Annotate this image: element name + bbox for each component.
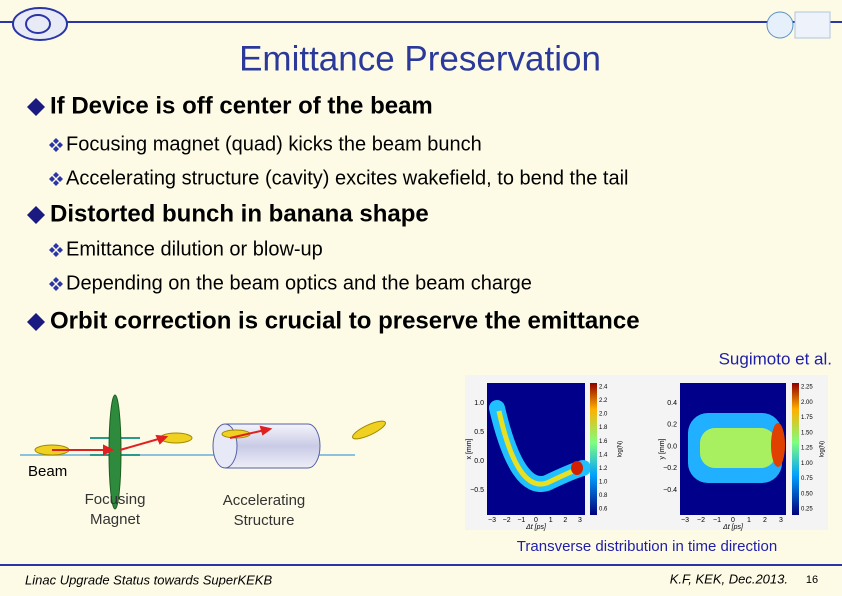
sub-bullet-icon (49, 243, 63, 257)
sub-bullet-leaf (49, 247, 55, 253)
colorbar-label: log(N) (820, 441, 826, 457)
heatmap-peak (571, 461, 583, 475)
x-tick-label: −2 (503, 517, 511, 524)
colorbar-tick-label: 1.4 (599, 452, 608, 458)
sub-bullet-leaf (53, 180, 59, 186)
sub-bullet-text: Focusing magnet (quad) kicks the beam bu… (66, 133, 482, 155)
sub-bullet-leaf (57, 142, 63, 148)
colorbar-tick-label: 2.00 (801, 400, 813, 406)
x-tick-label: 2 (763, 517, 767, 524)
colorbar-tick-label: 1.75 (801, 415, 813, 421)
y-tick-label: 0.4 (667, 400, 677, 407)
credit: Sugimoto et al. (719, 349, 832, 368)
x-axis-label: Δt [ps] (722, 524, 744, 531)
colorbar (590, 383, 597, 515)
bullet-text: Distorted bunch in banana shape (50, 200, 429, 227)
beam-diagram (20, 394, 386, 510)
colorbar-tick-label: 2.4 (599, 385, 608, 391)
bullet-icon (27, 313, 45, 331)
sub-bullet-leaf (57, 281, 63, 287)
bullet-text: If Device is off center of the beam (50, 92, 433, 119)
colorbar (792, 383, 799, 515)
x-tick-label: −1 (713, 517, 721, 524)
y-tick-label: 0.5 (474, 429, 484, 436)
caption: Transverse distribution in time directio… (517, 538, 777, 555)
sub-bullet-leaf (53, 146, 59, 152)
heatmap-core (700, 428, 776, 468)
colorbar-tick-label: 0.25 (801, 507, 813, 513)
x-tick-label: 1 (747, 517, 751, 524)
sub-bullet-leaf (53, 277, 59, 283)
footer-date: K.F, KEK, Dec.2013. (670, 571, 788, 586)
colorbar-tick-label: 1.0 (599, 479, 608, 485)
beam-label: Beam (28, 463, 67, 480)
colorbar-label: log(N) (618, 441, 624, 457)
x-tick-label: −3 (681, 517, 689, 524)
x-tick-label: 0 (534, 517, 538, 524)
sub-bullet-icon (49, 172, 63, 186)
sub-bullet-leaf (53, 285, 59, 291)
colorbar-tick-label: 0.8 (599, 493, 608, 499)
x-tick-label: −1 (517, 517, 525, 524)
sub-bullet-text: Emittance dilution or blow-up (66, 238, 323, 260)
x-tick-label: −2 (697, 517, 705, 524)
colorbar-tick-label: 1.6 (599, 439, 608, 445)
sub-bullet-leaf (53, 251, 59, 257)
footer-left: Linac Upgrade Status towards SuperKEKB (25, 572, 272, 587)
x-tick-label: 1 (549, 517, 553, 524)
sub-bullet-leaf (53, 172, 59, 178)
logo-right (766, 11, 831, 39)
structure-label-box: Accelerating Structure (222, 492, 306, 529)
y-tick-label: 1.0 (474, 400, 484, 407)
colorbar-tick-label: 2.25 (801, 385, 813, 391)
slide-title: Emittance Preservation (239, 39, 601, 78)
colorbar-tick-label: 2.2 (599, 398, 608, 404)
quad-label-box: Focusing Magnet (84, 491, 146, 528)
colorbar-tick-label: 1.8 (599, 425, 608, 431)
colorbar-tick-label: 1.2 (599, 466, 608, 472)
y-tick-label: −0.2 (663, 465, 677, 472)
x-tick-label: 2 (563, 517, 567, 524)
y-axis-label: x [mm] (466, 438, 473, 459)
x-tick-label: −3 (488, 517, 496, 524)
y-tick-label: 0.2 (667, 422, 677, 429)
colorbar-tick-label: 1.00 (801, 461, 813, 467)
sub-bullet-icon (49, 277, 63, 291)
sub-bullet-leaf (53, 138, 59, 144)
x-tick-label: 3 (578, 517, 582, 524)
structure-label: Accelerating Structure (222, 492, 306, 529)
y-tick-label: 0.0 (667, 443, 677, 450)
x-tick-label: 3 (779, 517, 783, 524)
colorbar-tick-label: 2.0 (599, 412, 608, 418)
x-axis-label: Δt [ps] (525, 524, 547, 531)
sub-bullet-leaf (57, 176, 63, 182)
y-tick-label: −0.5 (470, 487, 484, 494)
bullet-icon (27, 98, 45, 116)
colorbar-tick-label: 1.25 (801, 446, 813, 452)
sub-bullet-leaf (49, 176, 55, 182)
sub-bullet-leaf (49, 281, 55, 287)
page-number: 16 (806, 574, 818, 586)
logo-left (12, 7, 68, 41)
bullet-icon (27, 206, 45, 224)
y-tick-label: −0.4 (663, 487, 677, 494)
colorbar-tick-label: 0.50 (801, 491, 813, 497)
colorbar-tick-label: 0.75 (801, 476, 813, 482)
x-tick-label: 0 (731, 517, 735, 524)
heatmap-peak (771, 423, 785, 467)
sub-bullet-text: Depending on the beam optics and the bea… (66, 272, 532, 294)
quad-label: Focusing Magnet (84, 491, 146, 528)
sub-bullet-leaf (49, 142, 55, 148)
sub-bullet-text: Accelerating structure (cavity) excites … (66, 167, 628, 189)
sub-bullet-icon (49, 138, 63, 152)
sub-bullet-leaf (57, 247, 63, 253)
y-axis-label: y [mm] (659, 438, 666, 459)
y-tick-label: 0.0 (474, 458, 484, 465)
bullet-text: Orbit correction is crucial to preserve … (50, 307, 640, 334)
colorbar-tick-label: 0.6 (599, 507, 608, 513)
sub-bullet-leaf (53, 243, 59, 249)
colorbar-tick-label: 1.50 (801, 430, 813, 436)
